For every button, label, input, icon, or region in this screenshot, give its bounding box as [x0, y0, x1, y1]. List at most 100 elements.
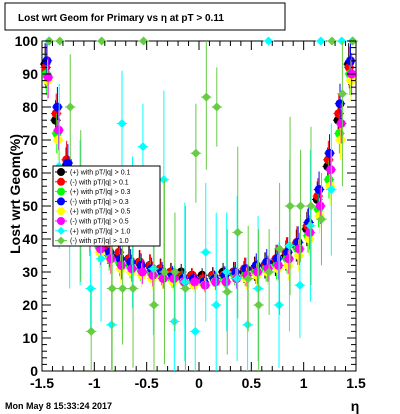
data-point	[337, 36, 347, 46]
data-point	[335, 99, 345, 109]
data-point	[233, 227, 243, 237]
ticks-layer: -1.5 -1 -0.5 0 0.5 1 1.5 0 10 20 30 40 50 60 70 80 90 100	[15, 33, 366, 391]
data-point	[336, 135, 346, 145]
data-point	[243, 320, 253, 330]
data-point	[253, 284, 263, 293]
y-tick-label: 0	[30, 363, 38, 379]
data-point	[128, 284, 138, 293]
data-point	[190, 277, 200, 287]
x-tick-label: -0.5	[135, 375, 159, 391]
data-point	[285, 201, 295, 211]
data-point	[97, 36, 107, 46]
data-point	[149, 300, 159, 310]
legend-label: (-) with pT/|q| > 0.5	[70, 219, 129, 226]
legend-entry: (-) with pT/|q| > 0.1	[55, 177, 129, 186]
y-tick-label: 50	[22, 198, 38, 214]
data-point	[55, 36, 65, 46]
legend-label: (+) with pT/|q| > 0.3	[70, 189, 131, 196]
data-point	[139, 36, 149, 46]
legend-marker	[57, 217, 65, 225]
legend-marker	[57, 177, 65, 186]
data-point	[275, 244, 285, 254]
data-point	[243, 274, 253, 284]
data-point	[106, 254, 116, 264]
data-point	[211, 300, 221, 310]
data-point	[294, 244, 304, 254]
data-point	[138, 142, 148, 152]
data-point	[169, 274, 179, 284]
data-point	[201, 92, 211, 102]
series-6	[43, 36, 358, 371]
legend-label: (-) with pT/|q| > 0.3	[70, 199, 129, 206]
x-tick-label: -1	[88, 375, 101, 391]
data-point	[43, 72, 53, 82]
y-tick-label: 80	[22, 99, 38, 115]
legend: (+) with pT/|q| > 0.1 (-) with pT/|q| > 0…	[55, 168, 131, 245]
y-tick-label: 10	[22, 330, 38, 346]
data-point	[118, 284, 128, 293]
legend-label: (+) with pT/|q| > 0.1	[70, 170, 131, 177]
x-tick-label: 0	[195, 375, 203, 391]
data-point	[327, 36, 337, 46]
legend-marker	[57, 187, 65, 196]
data-point	[63, 158, 73, 168]
legend-label: (+) with pT/|q| > 0.5	[70, 209, 131, 216]
data-point	[336, 119, 346, 128]
data-point	[201, 247, 211, 257]
data-point	[326, 185, 336, 194]
data-point	[190, 326, 200, 336]
data-point	[314, 185, 324, 194]
data-point	[222, 267, 232, 277]
data-point	[296, 201, 306, 211]
data-point	[315, 201, 325, 211]
legend-entry: (-) with pT/|q| > 0.5	[55, 217, 129, 226]
data-point	[65, 102, 75, 112]
data-point	[305, 227, 315, 237]
data-point	[305, 221, 315, 231]
data-point	[52, 102, 62, 112]
legend-label: (-) with pT/|q| > 1.0	[70, 238, 129, 245]
legend-entry: (+) with pT/|q| > 0.3	[55, 187, 131, 196]
data-point	[53, 135, 63, 145]
series-3	[41, 41, 356, 289]
data-point	[158, 274, 168, 284]
legend-box	[52, 165, 161, 247]
x-tick-label: 0.5	[242, 375, 262, 391]
data-point	[337, 89, 347, 99]
data-point	[107, 284, 117, 293]
legend-marker	[57, 197, 65, 206]
data-point	[221, 277, 231, 287]
data-point	[148, 264, 158, 274]
data-point	[264, 267, 274, 277]
data-point	[306, 201, 316, 211]
data-point	[252, 267, 262, 277]
data-point	[274, 300, 284, 310]
data-point	[273, 260, 283, 270]
data-point	[284, 241, 294, 251]
legend-label: (-) with pT/|q| > 0.1	[70, 179, 129, 186]
data-point	[325, 148, 335, 158]
legend-entry: (+) with pT/|q| > 0.5	[55, 207, 131, 216]
data-point	[159, 175, 169, 185]
data-point	[180, 277, 190, 287]
legend-label: (+) with pT/|q| > 1.0	[70, 228, 131, 235]
y-tick-label: 100	[15, 33, 39, 49]
data-point	[116, 260, 126, 270]
legend-marker	[57, 207, 65, 216]
data-point	[316, 36, 326, 46]
data-point	[316, 214, 326, 224]
data-point	[137, 267, 147, 277]
data-point	[180, 284, 190, 293]
data-point	[211, 277, 221, 287]
data-point	[222, 287, 232, 297]
chart-title: Lost wrt Geom for Primary vs η at pT > 0…	[18, 13, 224, 24]
data-point	[212, 102, 222, 112]
legend-entry: (-) with pT/|q| > 0.3	[55, 197, 129, 206]
y-tick-label: 20	[22, 297, 38, 313]
data-point	[95, 244, 105, 254]
series-0	[39, 43, 354, 284]
title-box	[4, 2, 286, 31]
legend-entry: (+) with pT/|q| > 1.0	[55, 226, 131, 235]
legend-entry: (-) with pT/|q| > 1.0	[55, 236, 129, 245]
